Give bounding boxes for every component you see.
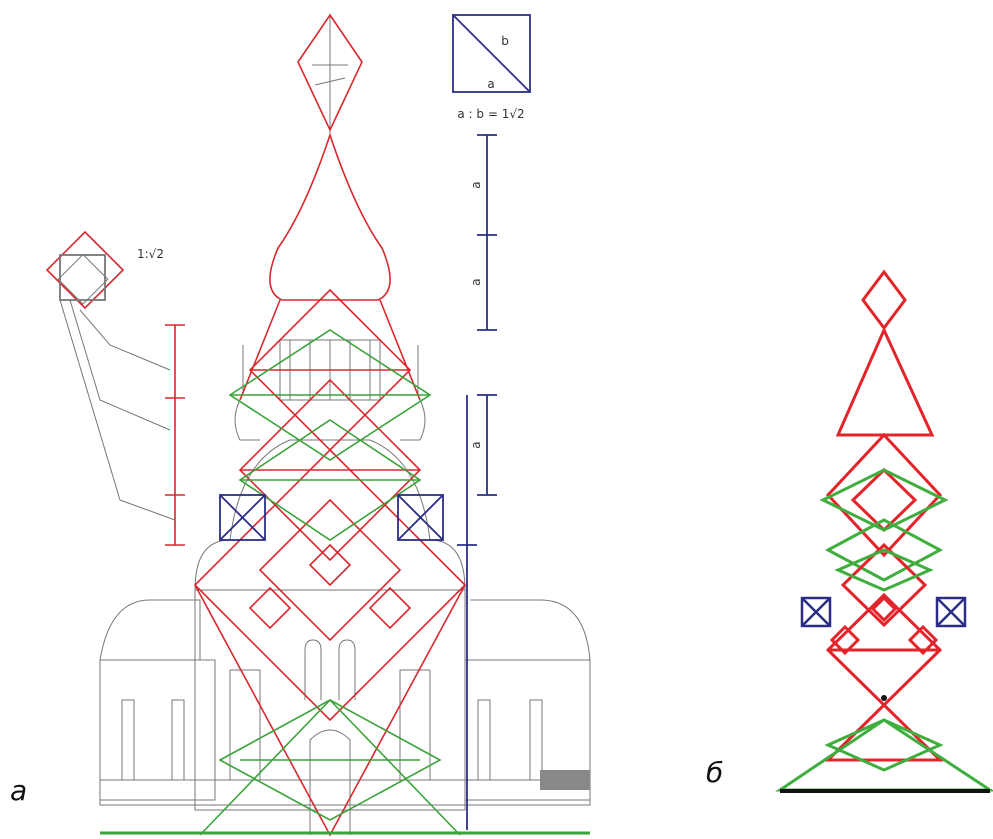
square-ratio: 1:√2	[137, 247, 164, 261]
proportion-scheme	[775, 269, 993, 793]
panel-label: б	[706, 756, 723, 789]
ratio-formula: a : b = 1√2	[457, 107, 524, 121]
scale-label: a	[469, 278, 483, 285]
scale-label: a	[469, 181, 483, 188]
scale-label: a	[469, 441, 483, 448]
diagonal-label: b	[501, 34, 509, 48]
panel-label: а	[10, 774, 27, 807]
side-label: a	[487, 77, 494, 91]
church-elevation: a b a : b = 1√2 1:√2 a a a	[45, 13, 591, 837]
